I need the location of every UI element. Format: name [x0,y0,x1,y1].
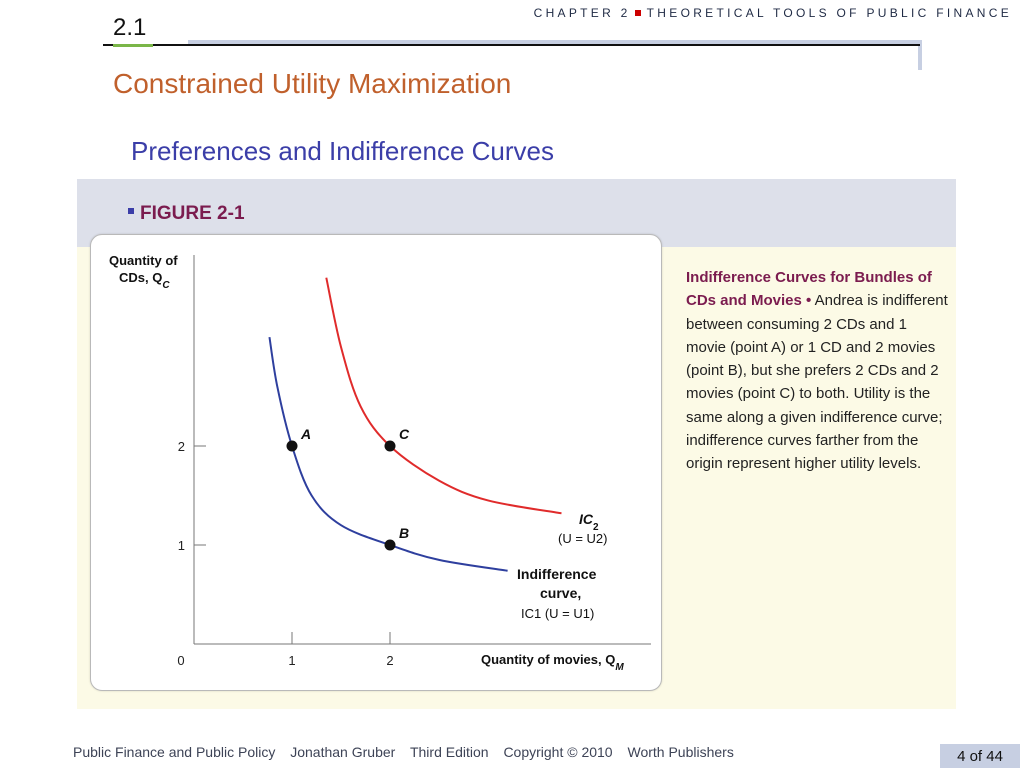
ic2-label: IC2 [579,511,599,533]
x-axis-label: Quantity of movies, QM [481,652,624,673]
section-underline [113,44,153,47]
footer: Public Finance and Public Policy Jonatha… [73,744,745,760]
y-axis-label-line2: CDs, QC [119,270,170,291]
bullet-icon [128,208,134,214]
point-c [384,440,396,452]
figure-caption: Indifference Curves for Bundles of CDs a… [686,266,948,476]
x-tick-label: 2 [386,653,393,668]
caption-body: Andrea is indifferent between consuming … [686,292,948,473]
chapter-header: CHAPTER 2 THEORETICAL TOOLS OF PUBLIC FIN… [534,6,1012,20]
point-label-a: A [300,426,311,442]
ic1-label-line3: IC1 (U = U1) [521,606,594,621]
curve-ic1 [268,336,508,572]
footer-author: Jonathan Gruber [290,744,396,760]
caption-bullet: • [806,292,812,310]
indifference-chart: 1 2 1 2 0 Quantity of CDs, QC Quantity of movie… [109,253,651,673]
y-axis-label-line1: Quantity of [109,253,178,268]
section-number: 2.1 [113,14,147,41]
point-a [286,440,298,452]
x-tick-label: 1 [288,653,295,668]
page-number-badge: 4 of 44 [940,744,1020,768]
y-tick-label: 1 [178,538,185,553]
figure-label-text: FIGURE 2-1 [140,203,245,224]
point-b [384,539,396,551]
header-decor-bar [188,40,922,44]
curve-ic2 [325,277,562,515]
caption-title: Indifference Curves for Bundles of CDs a… [686,269,932,310]
footer-publisher: Worth Publishers [627,744,734,760]
footer-copyright: Copyright © 2010 [503,744,613,760]
origin-label: 0 [177,653,184,668]
chart-box: 1 2 1 2 0 Quantity of CDs, QC Quantity of movie… [90,234,662,691]
ic1-label-line1: Indifference [517,566,597,582]
chapter-title: THEORETICAL TOOLS OF PUBLIC FINANCE [646,6,1012,20]
slide-subtitle: Preferences and Indifference Curves [131,136,554,166]
figure-label: FIGURE 2-1 [128,203,245,225]
ic1-label-line2: curve, [540,585,581,601]
separator-square-icon [634,10,641,17]
header-decor-vbar [918,40,922,70]
header-rule [103,44,920,46]
chapter-label: CHAPTER 2 [533,6,631,20]
y-tick-label: 2 [178,439,185,454]
point-label-c: C [399,426,410,442]
slide-title: Constrained Utility Maximization [113,68,512,99]
ic2-utility-label: (U = U2) [558,531,607,546]
footer-edition: Third Edition [409,744,489,760]
footer-book: Public Finance and Public Policy [73,744,276,760]
point-label-b: B [399,525,409,541]
